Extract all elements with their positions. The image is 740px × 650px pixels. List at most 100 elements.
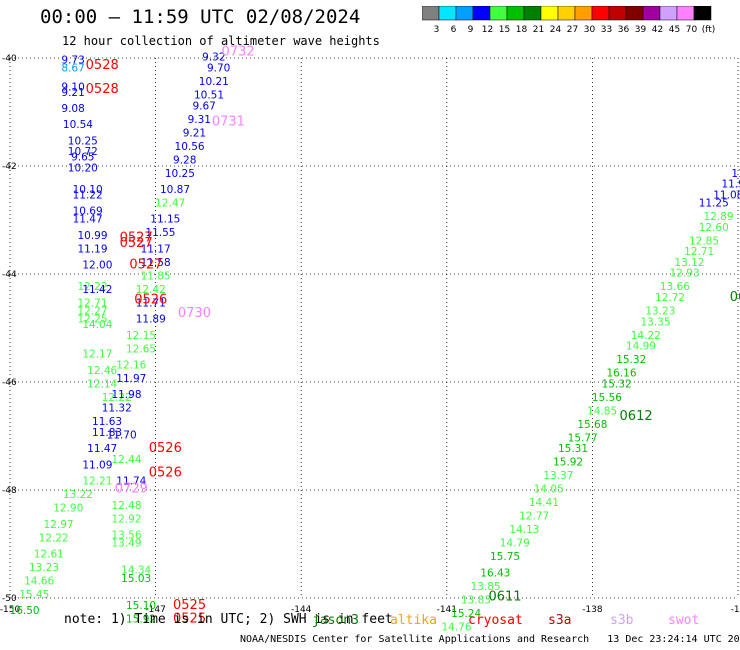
wave-height-point: 9.21 (61, 87, 84, 99)
wave-height-point: 13.83 (461, 594, 491, 606)
satellite-legend-altika: altika (390, 613, 437, 628)
page-subtitle: 12 hour collection of altimeter wave hei… (62, 34, 380, 48)
colorbar-label: 42 (652, 25, 663, 35)
wave-height-point: 11.47 (87, 443, 117, 455)
wave-height-point: 14.85 (587, 405, 617, 417)
wave-height-point: 10.56 (175, 141, 205, 153)
wave-height-point: 11.55 (145, 227, 175, 239)
wave-height-point: 14.34 (121, 565, 151, 577)
colorbar-label: 9 (468, 25, 474, 35)
wave-height-point: 13.23 (29, 562, 59, 574)
wave-height-point: 10.25 (68, 135, 98, 147)
wave-height-point: 12.17 (82, 349, 112, 361)
wave-height-point: 13.49 (111, 538, 141, 550)
colorbar-label: 30 (584, 25, 596, 35)
wave-height-point: 14.79 (500, 538, 530, 550)
wave-height-point: 10.54 (63, 119, 93, 131)
pass-time-label: 0526 (149, 441, 182, 456)
wave-height-point: 12.22 (39, 532, 69, 544)
wave-height-point: 12.22 (102, 392, 132, 404)
y-tick-label: -44 (2, 270, 17, 280)
wave-height-point: 15.32 (616, 354, 646, 366)
colorbar-label: (ft) (702, 25, 716, 35)
wave-height-point: 15.10 (126, 600, 156, 612)
wave-height-point: 15.45 (19, 589, 49, 601)
wave-height-point: 10.51 (194, 90, 224, 102)
wave-height-point: 9.67 (192, 100, 215, 112)
wave-height-point: 15.68 (577, 419, 607, 431)
wave-height-point: 15.92 (126, 613, 156, 625)
wave-height-point: 12.85 (689, 235, 719, 247)
wave-height-point: 12.46 (87, 365, 117, 377)
wave-height-point: 12.71 (684, 246, 714, 258)
wave-height-point: 11.15 (150, 214, 180, 226)
y-tick-label: -50 (2, 594, 17, 604)
wave-height-point: 12.93 (670, 268, 700, 280)
wave-height-point: 11.89 (136, 314, 166, 326)
satellite-legend-cryosat: cryosat (468, 613, 523, 628)
wave-height-point: 13.56 (111, 530, 141, 542)
wave-height-point: 12.14 (87, 378, 117, 390)
wave-height-point: 14.04 (82, 319, 112, 331)
pass-time-label: 0528 (86, 58, 119, 73)
colorbar-label: 70 (686, 25, 698, 35)
wave-height-point: 12.60 (699, 222, 729, 234)
wave-height-point: 15.56 (592, 392, 622, 404)
y-tick-label: -40 (2, 54, 17, 64)
wave-height-point: 12.92 (111, 513, 141, 525)
wave-height-point: 14.41 (529, 497, 559, 509)
colorbar-label: 24 (550, 25, 562, 35)
wave-height-point: 12.16 (116, 360, 146, 372)
colorbar-label: 21 (533, 25, 544, 35)
wave-height-point: 13.66 (660, 281, 690, 293)
x-tick-label: -150 (0, 605, 20, 615)
wave-height-point: 12.48 (111, 500, 141, 512)
wave-height-point: 10.20 (68, 162, 98, 174)
wave-height-point: 12.61 (34, 549, 64, 561)
colorbar-label: 36 (618, 25, 630, 35)
pass-time-label: 0731 (212, 115, 245, 130)
wave-height-point: 11.71 (136, 297, 166, 309)
colorbar-label: 45 (669, 25, 680, 35)
wave-height-point: 10.87 (160, 184, 190, 196)
wave-height-point: 14.66 (24, 576, 54, 588)
wave-height-point: 14.13 (509, 524, 539, 536)
wave-height-point: 13.12 (674, 257, 704, 269)
wave-height-point: 16.43 (480, 567, 510, 579)
wave-height-point: 11.58 (141, 257, 171, 269)
pass-time-label: 0527 (129, 258, 162, 273)
pass-time-label: 0526 (149, 466, 182, 481)
pass-time-label: 0528 (86, 82, 119, 97)
wave-height-point: 11.22 (73, 189, 103, 201)
wave-height-point: 12.42 (136, 284, 166, 296)
wave-height-point: 11.08 (713, 189, 740, 201)
y-tick-label: -42 (2, 162, 17, 172)
x-tick-label: -144 (291, 605, 312, 615)
colorbar-label: 27 (567, 25, 578, 35)
wave-height-point: 9.73 (61, 54, 84, 66)
wave-height-point: 11.17 (141, 243, 171, 255)
wave-height-point: 10.21 (199, 76, 229, 88)
satellite-legend-swot: swot (668, 613, 700, 628)
wave-height-point: 15.31 (558, 443, 588, 455)
wave-height-point: 9.08 (61, 103, 84, 115)
wave-height-point: 12.15 (126, 330, 156, 342)
wave-height-point: 9.70 (207, 63, 230, 75)
wave-height-point: 16.50 (10, 605, 40, 617)
pass-time-label: 0611 (488, 590, 521, 605)
wave-height-point: 16.16 (606, 368, 636, 380)
colorbar-label: 39 (635, 25, 647, 35)
y-tick-label: -46 (2, 378, 17, 388)
colorbar-label: 15 (499, 25, 510, 35)
satellite-legend-s3b: s3b (610, 613, 634, 628)
x-tick-label: -147 (145, 605, 165, 615)
wave-height-point: 11.42 (82, 284, 112, 296)
wave-height-point: 11.63 (92, 416, 122, 428)
wave-height-point: 15.03 (121, 573, 151, 585)
wave-height-point: 10.25 (165, 168, 195, 180)
pass-time-label: 0612 (620, 409, 653, 424)
wave-height-point: 11.47 (73, 214, 103, 226)
pass-time-label: 0732 (222, 44, 255, 59)
wave-height-point: 15.32 (602, 378, 632, 390)
wave-height-point: 14.76 (441, 621, 471, 633)
